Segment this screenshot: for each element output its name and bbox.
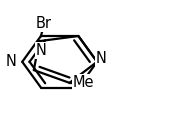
Text: N: N [96, 51, 106, 66]
Text: N: N [6, 54, 17, 69]
Text: N: N [36, 43, 47, 58]
Text: Me: Me [73, 75, 94, 90]
Text: Br: Br [36, 16, 52, 31]
